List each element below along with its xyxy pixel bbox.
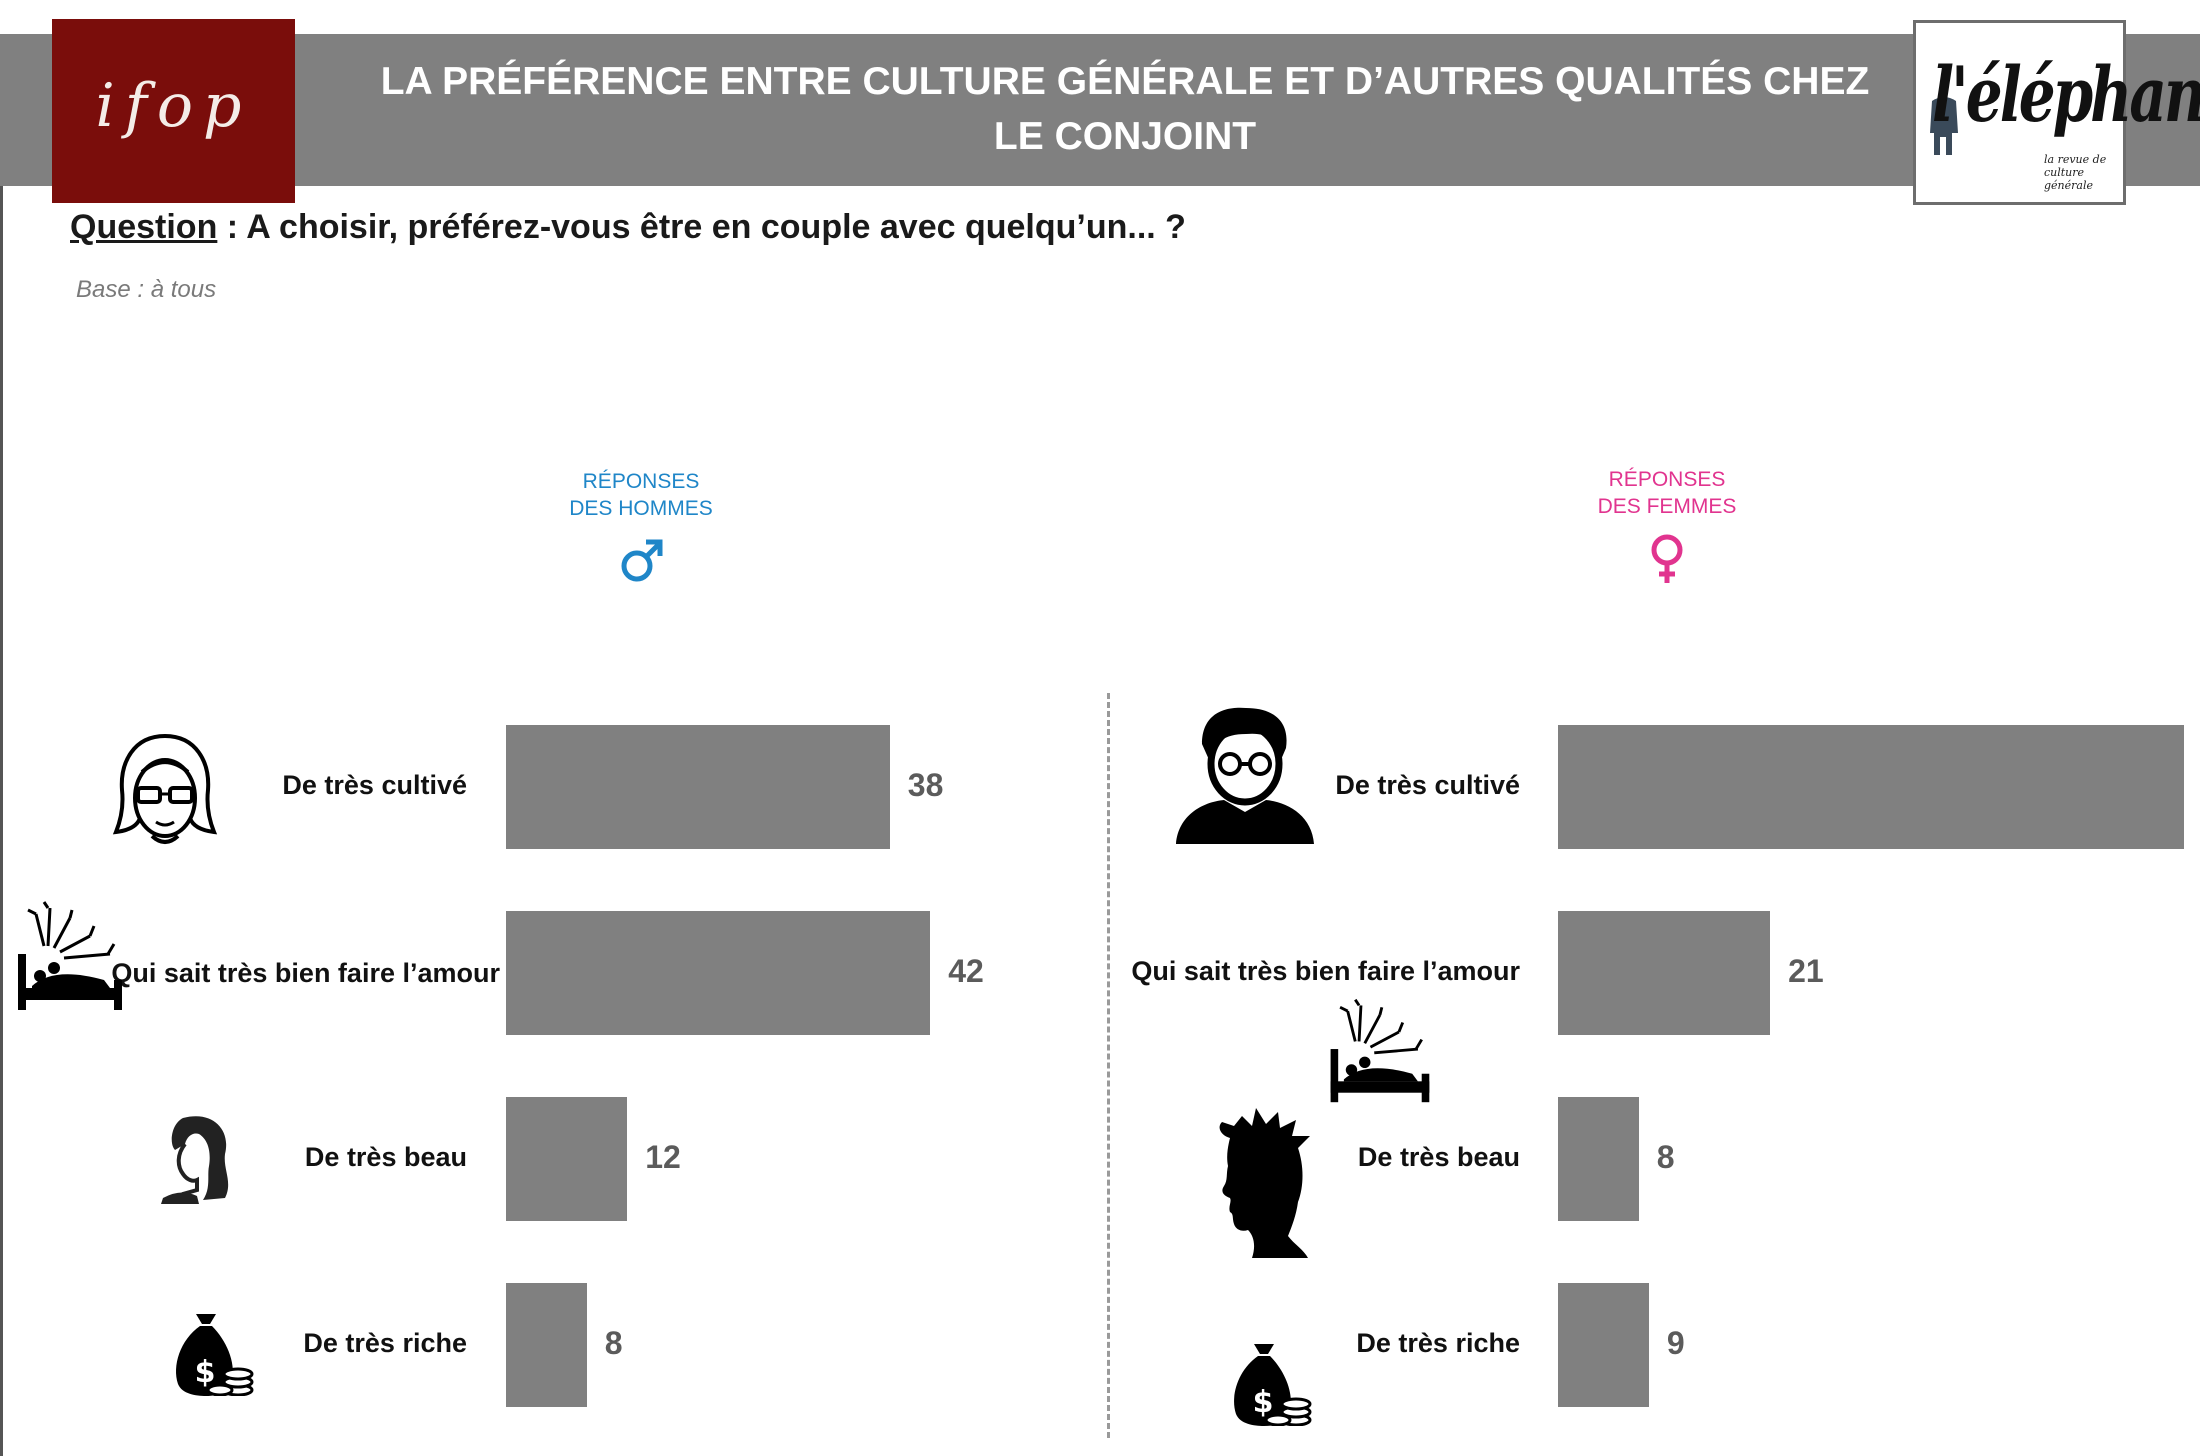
ifop-logo: ifop [52, 19, 295, 203]
woman-glasses-icon [112, 734, 218, 844]
base-note: Base : à tous [76, 276, 217, 303]
bed-fireworks-icon [18, 901, 122, 1010]
men-heading-line1: RÉPONSES [582, 470, 700, 493]
men-bar-2 [506, 911, 931, 1035]
elephant-icon [1930, 97, 1958, 155]
women-bar-2 [1558, 911, 1771, 1035]
man-profile-icon [1219, 1108, 1310, 1258]
elephant-logo-tagline: la revue de culture générale [2044, 153, 2107, 192]
ifop-logo-text: ifop [95, 71, 252, 141]
question-label: Question [70, 208, 218, 246]
bed-fireworks-icon [1330, 998, 1430, 1103]
money-bag-icon: $ [1234, 1344, 1312, 1426]
men-value-label-3: 12 [645, 1139, 681, 1175]
panel-divider [1107, 693, 1110, 1438]
question-text: : A choisir, préférez-vous être en coupl… [217, 208, 1186, 246]
men-label-riche: De très riche [303, 1328, 467, 1358]
women-label-amour: Qui sait très bien faire l’amour [1131, 956, 1520, 986]
men-panel-heading: RÉPONSES DES HOMMES [511, 468, 771, 522]
woman-hair-icon [161, 1116, 229, 1204]
women-panel-heading: RÉPONSES DES FEMMES [1537, 466, 1797, 520]
women-bar-1 [1558, 725, 2185, 849]
women-label-cultive: De très cultivé [1335, 770, 1520, 800]
man-glasses-icon [1176, 707, 1314, 844]
question: Question : A choisir, préférez-vous être… [70, 208, 1186, 247]
elephant-logo-name: l'éléphant [1932, 50, 2200, 140]
men-value-label-4: 8 [604, 1325, 623, 1361]
women-value-label-2: 21 [1788, 953, 1824, 989]
men-value-label-1: 38 [907, 767, 944, 803]
men-heading-line2: DES HOMMES [569, 497, 713, 520]
men-bar-1 [506, 725, 890, 849]
page-title: LA PRÉFÉRENCE ENTRE CULTURE GÉNÉRALE ET … [380, 60, 1870, 158]
men-value-label-2: 42 [948, 953, 984, 989]
men-bar-4 [506, 1283, 587, 1407]
female-symbol-icon [1651, 534, 1683, 583]
men-label-cultive: De très cultivé [282, 770, 467, 800]
women-bar-4 [1558, 1283, 1649, 1407]
elephant-logo: l'éléphant la revue de culture générale [1913, 20, 2200, 205]
men-label-amour: Qui sait très bien faire l’amour [111, 958, 500, 988]
svg-text:$: $ [1253, 1385, 1274, 1420]
women-heading-line2: DES FEMMES [1597, 495, 1737, 518]
women-label-riche: De très riche [1356, 1328, 1520, 1358]
male-symbol-icon [621, 539, 663, 582]
women-label-beau: De très beau [1357, 1142, 1520, 1172]
women-value-label-3: 8 [1656, 1139, 1675, 1175]
women-heading-line1: RÉPONSES [1608, 468, 1726, 491]
money-bag-icon: $ [176, 1314, 254, 1396]
svg-text:$: $ [195, 1355, 216, 1390]
left-border [0, 185, 3, 1456]
men-bar-3 [506, 1097, 628, 1221]
women-bar-3 [1558, 1097, 1639, 1221]
women-value-label-4: 9 [1666, 1325, 1685, 1361]
men-label-beau: De très beau [304, 1142, 467, 1172]
header-band [0, 34, 2200, 186]
